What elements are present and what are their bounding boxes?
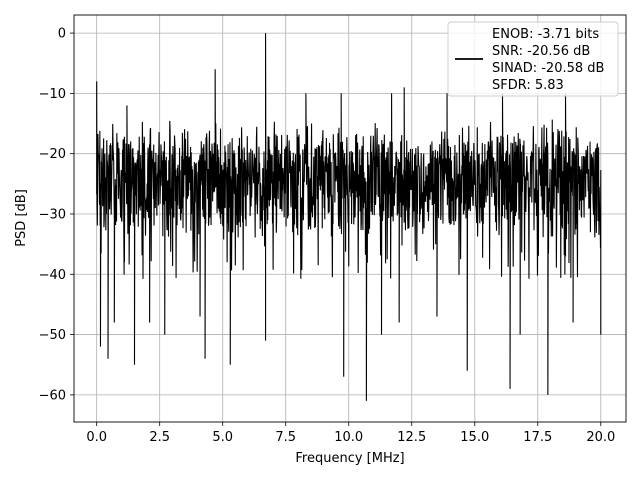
y-tick-label: −40 xyxy=(39,268,66,283)
legend-box xyxy=(447,21,619,97)
legend-entry-sinad: SINAD: -20.58 dB xyxy=(492,61,604,76)
x-tick-label: 7.5 xyxy=(275,430,296,445)
plot-area xyxy=(96,33,602,401)
psd-series-line xyxy=(96,33,602,401)
x-axis-label: Frequency [MHz] xyxy=(295,451,404,466)
x-tick-label: 5.0 xyxy=(212,430,233,445)
x-tick-label: 2.5 xyxy=(149,430,170,445)
y-tick-label: −30 xyxy=(39,207,66,222)
x-tick-label: 12.5 xyxy=(397,430,426,445)
y-tick-label: −50 xyxy=(39,328,66,343)
y-tick-label: −10 xyxy=(39,87,66,102)
x-axis: 0.0 2.5 5.0 7.5 10.0 12.5 15.0 17.5 20.0 xyxy=(86,422,615,445)
y-tick-label: 0 xyxy=(58,27,66,42)
legend-entry-sfdr: SFDR: 5.83 xyxy=(492,78,564,93)
x-tick-label: 15.0 xyxy=(460,430,489,445)
plot-frame xyxy=(73,14,627,423)
y-tick-label: −20 xyxy=(39,147,66,162)
x-tick-label: 17.5 xyxy=(523,430,552,445)
legend-entry-enob: ENOB: -3.71 bits xyxy=(492,27,599,42)
x-tick-label: 20.0 xyxy=(586,430,615,445)
y-axis-label: PSD [dB] xyxy=(14,189,29,247)
legend-entry-snr: SNR: -20.56 dB xyxy=(492,44,590,59)
x-tick-label: 10.0 xyxy=(334,430,363,445)
y-axis: 0 −10 −20 −30 −40 −50 −60 xyxy=(39,27,74,403)
x-tick-label: 0.0 xyxy=(86,430,107,445)
y-tick-label: −60 xyxy=(39,388,66,403)
legend: ENOB: -3.71 bits SNR: -20.56 dB SINAD: -… xyxy=(447,21,619,97)
